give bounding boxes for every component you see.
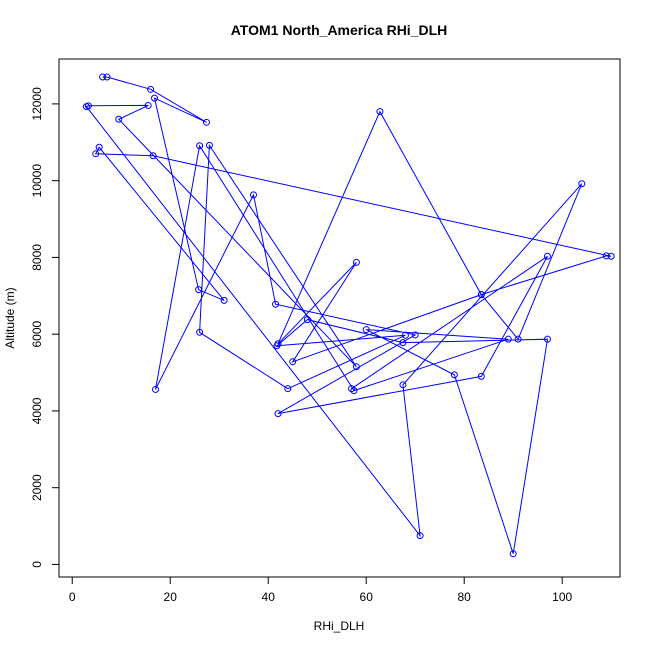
y-tick-label: 2000: [30, 474, 44, 501]
data-point: [578, 180, 586, 188]
data-point: [411, 331, 419, 339]
data-point: [543, 335, 551, 343]
y-tick-label: 6000: [30, 321, 44, 348]
data-point: [196, 328, 204, 336]
data-point: [220, 296, 228, 304]
series-layer: [82, 73, 615, 558]
data-point: [92, 150, 100, 158]
data-point: [514, 335, 522, 343]
data-point: [362, 326, 370, 334]
x-axis-label: RHi_DLH: [314, 619, 365, 633]
data-point: [103, 73, 111, 81]
data-point: [84, 102, 92, 110]
data-point: [147, 85, 155, 93]
data-point: [151, 94, 159, 102]
x-axis: 0 20 40 60 80 100: [69, 576, 573, 604]
data-point: [450, 371, 458, 379]
y-tick-label: 8000: [30, 244, 44, 271]
data-point: [205, 141, 213, 149]
x-tick-label: 40: [262, 590, 276, 604]
data-point: [352, 363, 360, 371]
x-tick-label: 100: [552, 590, 572, 604]
data-point: [99, 73, 107, 81]
data-point: [274, 410, 282, 418]
data-point: [416, 532, 424, 540]
data-point: [149, 152, 157, 160]
data-point: [95, 143, 103, 151]
data-point: [250, 191, 258, 199]
data-point: [289, 358, 297, 366]
data-point: [401, 331, 409, 339]
y-tick-label: 12000: [30, 87, 44, 121]
data-point: [152, 385, 160, 393]
data-point: [303, 316, 311, 324]
data-point: [477, 372, 485, 380]
data-point: [144, 101, 152, 109]
data-point: [602, 252, 610, 260]
y-tick-label: 10000: [30, 164, 44, 198]
data-point: [543, 252, 551, 260]
data-point: [273, 342, 281, 350]
data-point: [272, 300, 280, 308]
data-point: [196, 142, 204, 150]
data-point: [195, 286, 203, 294]
data-point: [376, 108, 384, 116]
y-axis-label: Altitude (m): [3, 287, 17, 348]
data-point: [399, 339, 407, 347]
data-point: [399, 381, 407, 389]
data-point: [477, 291, 485, 299]
y-tick-label: 0: [30, 561, 44, 568]
data-point: [348, 385, 356, 393]
x-tick-label: 60: [360, 590, 374, 604]
data-point: [115, 115, 123, 123]
data-point: [284, 385, 292, 393]
x-tick-label: 0: [69, 590, 76, 604]
y-axis: 0 2000 4000 6000 8000 10000 12000: [30, 87, 60, 568]
x-tick-label: 80: [458, 590, 472, 604]
x-tick-label: 20: [164, 590, 178, 604]
data-point: [202, 118, 210, 126]
data-point: [509, 550, 517, 558]
data-point: [504, 335, 512, 343]
data-point: [352, 258, 360, 266]
data-point: [607, 252, 615, 260]
chart-title: ATOM1 North_America RHi_DLH: [231, 22, 448, 38]
series-line: [85, 76, 612, 554]
y-tick-label: 4000: [30, 397, 44, 424]
